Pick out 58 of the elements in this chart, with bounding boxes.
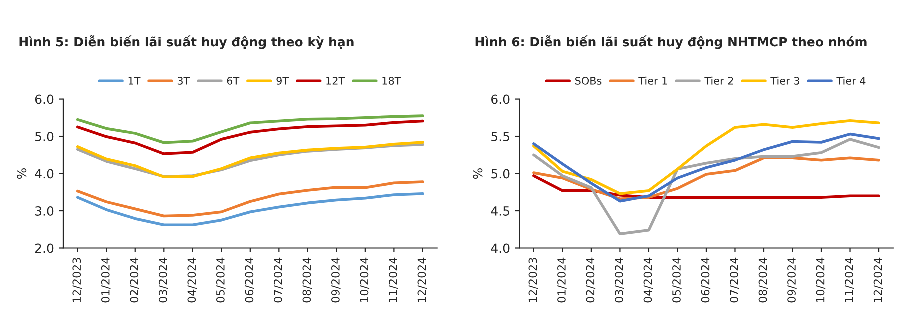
x-tick-label: 03/2024	[158, 258, 168, 303]
y-tick-label: 4.0	[491, 244, 510, 254]
line-series	[76, 120, 424, 156]
y-tick-label: 6.0	[35, 94, 54, 104]
legend-label: SOBs	[576, 77, 602, 85]
legend-label: Tier 3	[770, 76, 800, 85]
x-tick-label: 12/2024	[418, 258, 428, 302]
legend-label: 3T	[178, 77, 190, 85]
legend-label: 1T	[128, 77, 141, 85]
x-tick-label: 12/2024	[874, 258, 884, 302]
y-tick-label: 3.0	[36, 206, 54, 216]
x-tick-label: 09/2024	[788, 258, 797, 303]
y-tick-label: 5.0	[492, 169, 510, 179]
x-tick-label: 12/2023	[528, 258, 538, 302]
line-series	[532, 132, 880, 203]
x-tick-label: 03/2024	[615, 258, 624, 303]
chart-title: Hình 6: Diễn biến lãi suất huy động NHTMCP theo nhóm	[476, 35, 867, 50]
x-tick-label: 04/2024	[188, 258, 197, 303]
legend-label: Tier 2	[704, 76, 734, 85]
x-tick-label: 06/2024	[701, 258, 711, 303]
x-tick-label: 09/2024	[331, 258, 341, 303]
line-series	[76, 192, 424, 227]
x-tick-label: 07/2024	[730, 258, 740, 303]
legend-label: 12T	[326, 77, 346, 85]
x-tick-label: 01/2024	[558, 258, 567, 303]
x-tick-label: 05/2024	[216, 258, 226, 303]
x-tick-label: 02/2024	[130, 258, 140, 303]
x-tick-label: 12/2023	[72, 258, 82, 302]
y-tick-label: 5.5	[492, 132, 510, 142]
y-tick-label: 4.0	[35, 169, 54, 179]
y-tick-label: 2.0	[36, 244, 54, 254]
x-tick-label: 04/2024	[644, 258, 654, 303]
y-tick-label: 4.5	[491, 206, 510, 216]
line-series	[532, 120, 880, 196]
line-series	[532, 138, 880, 236]
chart-title: Hình 5: Diễn biến lãi suất huy động theo kỳ hạn	[20, 35, 354, 50]
x-tick-label: 01/2024	[101, 258, 111, 303]
y-tick-label: 6.0	[492, 94, 510, 104]
legend-label: Tier 1	[638, 76, 668, 85]
y-axis-title: %	[17, 168, 27, 180]
legend-label: 6T	[227, 77, 240, 85]
x-tick-label: 05/2024	[672, 258, 682, 303]
x-tick-label: 06/2024	[245, 258, 255, 303]
line-series	[76, 180, 424, 218]
x-tick-label: 07/2024	[274, 258, 284, 303]
x-tick-label: 08/2024	[758, 258, 768, 303]
legend-label: 9T	[276, 77, 290, 85]
x-tick-label: 02/2024	[586, 258, 596, 303]
x-tick-label: 11/2024	[845, 258, 854, 302]
x-tick-label: 10/2024	[360, 258, 370, 302]
legend-label: 18T	[382, 77, 402, 85]
x-tick-label: 10/2024	[816, 258, 826, 302]
x-tick-label: 11/2024	[389, 258, 398, 302]
y-tick-label: 5.0	[36, 132, 54, 142]
y-axis-title: %	[473, 168, 483, 180]
line-series	[76, 114, 424, 144]
x-tick-label: 08/2024	[302, 258, 312, 303]
legend-label: Tier 4	[836, 76, 866, 85]
